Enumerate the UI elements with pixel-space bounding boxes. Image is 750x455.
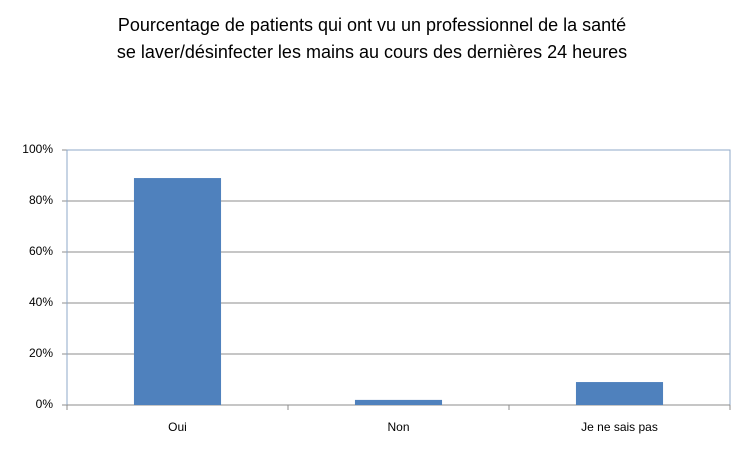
y-tick-label: 20% [29,346,53,360]
x-tick-label: Oui [168,420,187,434]
y-tick-label: 80% [29,193,53,207]
x-tick-label: Non [387,420,409,434]
bar [133,178,222,405]
bar [354,399,443,405]
y-tick-label: 60% [29,244,53,258]
y-tick-label: 100% [22,142,53,156]
chart-title: Pourcentage de patients qui ont vu un pr… [118,15,626,35]
y-tick-label: 40% [29,295,53,309]
bar [575,382,664,405]
x-tick-label: Je ne sais pas [581,420,658,434]
chart-title: se laver/désinfecter les mains au cours … [117,42,627,62]
y-tick-label: 0% [36,397,54,411]
